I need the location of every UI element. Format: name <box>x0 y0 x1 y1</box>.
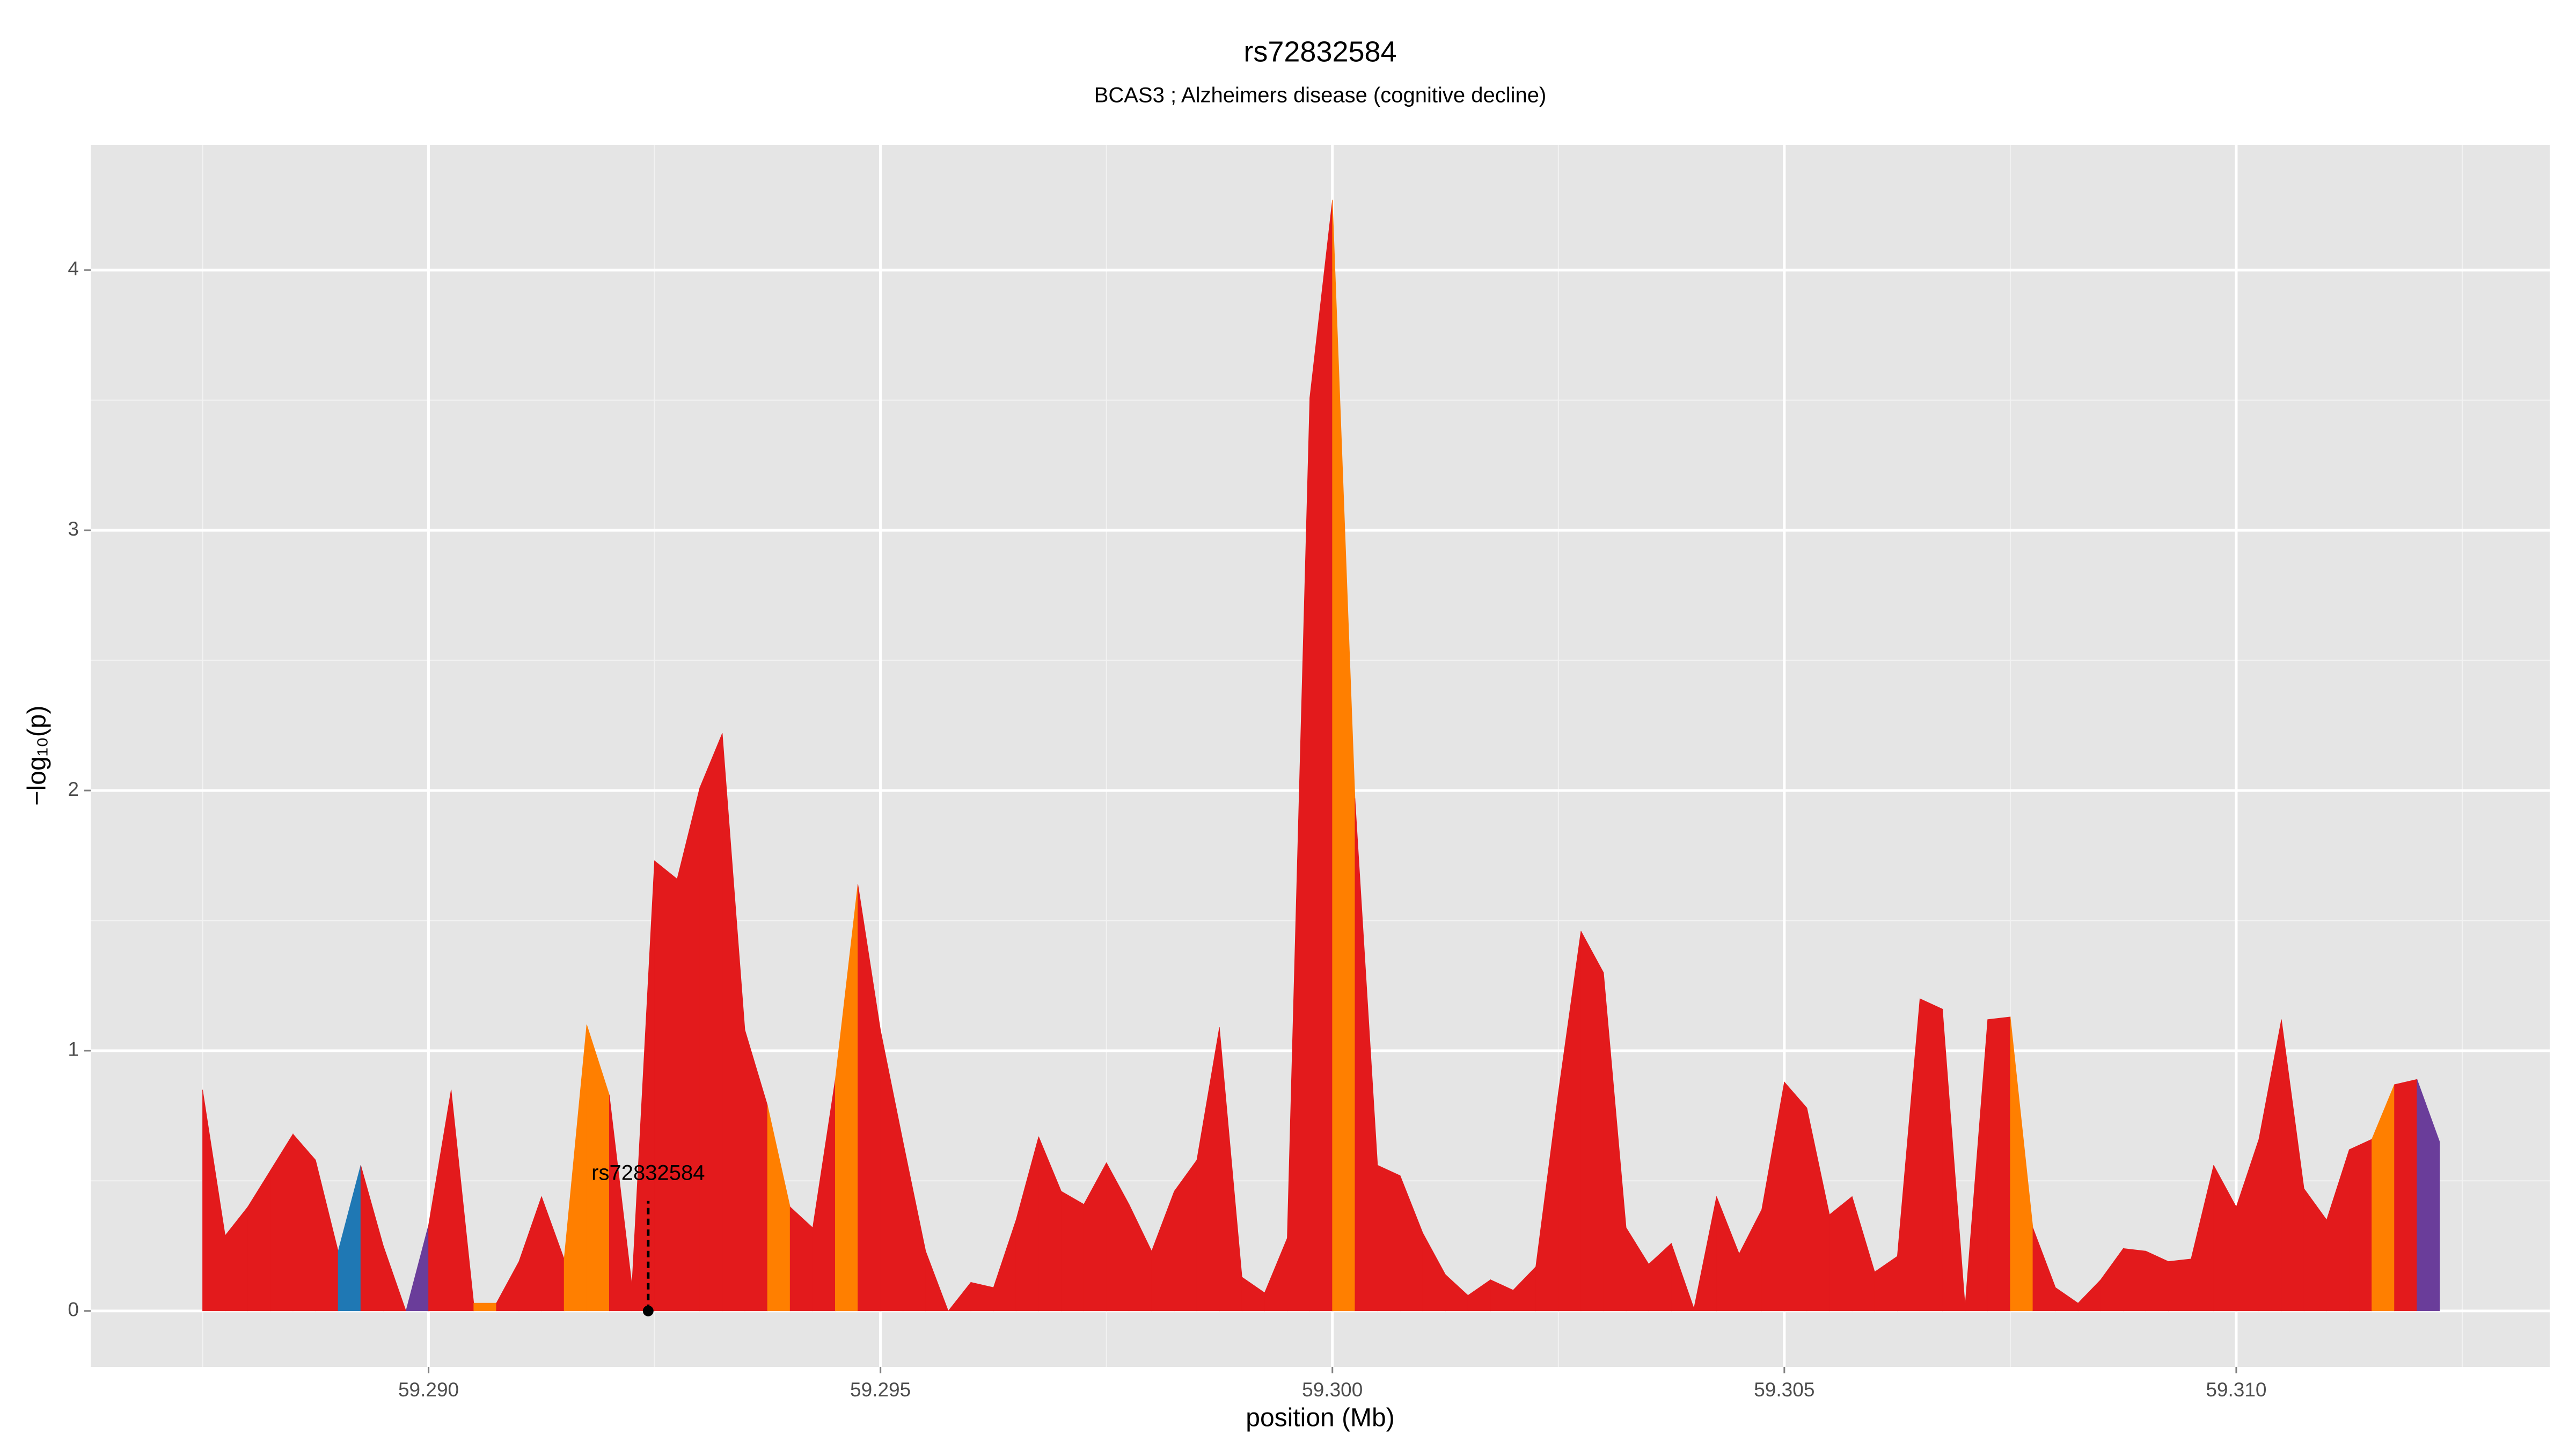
area-segment <box>1920 998 1943 1312</box>
area-segment <box>654 860 678 1312</box>
area-segment <box>1829 1196 1853 1312</box>
area-segment <box>2146 1250 2169 1312</box>
area-segment <box>1061 1191 1084 1312</box>
area-segment <box>2349 1139 2372 1312</box>
area-segment <box>2168 1258 2192 1312</box>
area-segment <box>677 788 700 1312</box>
y-tick-label: 1 <box>68 1038 79 1060</box>
area-segment <box>925 1251 949 1312</box>
y-axis-title: −log₁₀(p) <box>23 706 52 806</box>
y-tick-label: 4 <box>68 258 79 280</box>
x-tick-label: 59.305 <box>1754 1379 1814 1401</box>
x-axis-title: position (Mb) <box>1246 1404 1394 1432</box>
chart-title: rs72832584 <box>1243 35 1396 68</box>
y-tick-label: 3 <box>68 518 79 540</box>
area-segment <box>2394 1079 2418 1312</box>
area-segment <box>1309 200 1333 1312</box>
area-segment <box>292 1133 316 1312</box>
area-segment <box>1987 1016 2011 1312</box>
area-segment <box>473 1302 497 1312</box>
area-segment <box>383 1246 407 1312</box>
annotation-label: rs72832584 <box>591 1161 705 1184</box>
area-segment <box>1377 1165 1401 1312</box>
area-segment <box>1580 931 1604 1312</box>
area-segment <box>2123 1248 2146 1312</box>
x-tick-label: 59.310 <box>2206 1379 2266 1401</box>
chart-subtitle: BCAS3 ; Alzheimers disease (cognitive de… <box>1094 84 1547 107</box>
x-tick-label: 59.290 <box>398 1379 459 1401</box>
area-segment <box>970 1282 994 1312</box>
area-segment <box>1784 1081 1807 1312</box>
area-segment <box>699 733 723 1312</box>
area-segment <box>2417 1079 2440 1312</box>
x-tick-label: 59.295 <box>850 1379 911 1401</box>
y-tick-label: 2 <box>68 778 79 800</box>
y-tick-label: 0 <box>68 1299 79 1321</box>
annotation-point <box>642 1305 654 1316</box>
x-tick-label: 59.300 <box>1302 1379 1363 1401</box>
